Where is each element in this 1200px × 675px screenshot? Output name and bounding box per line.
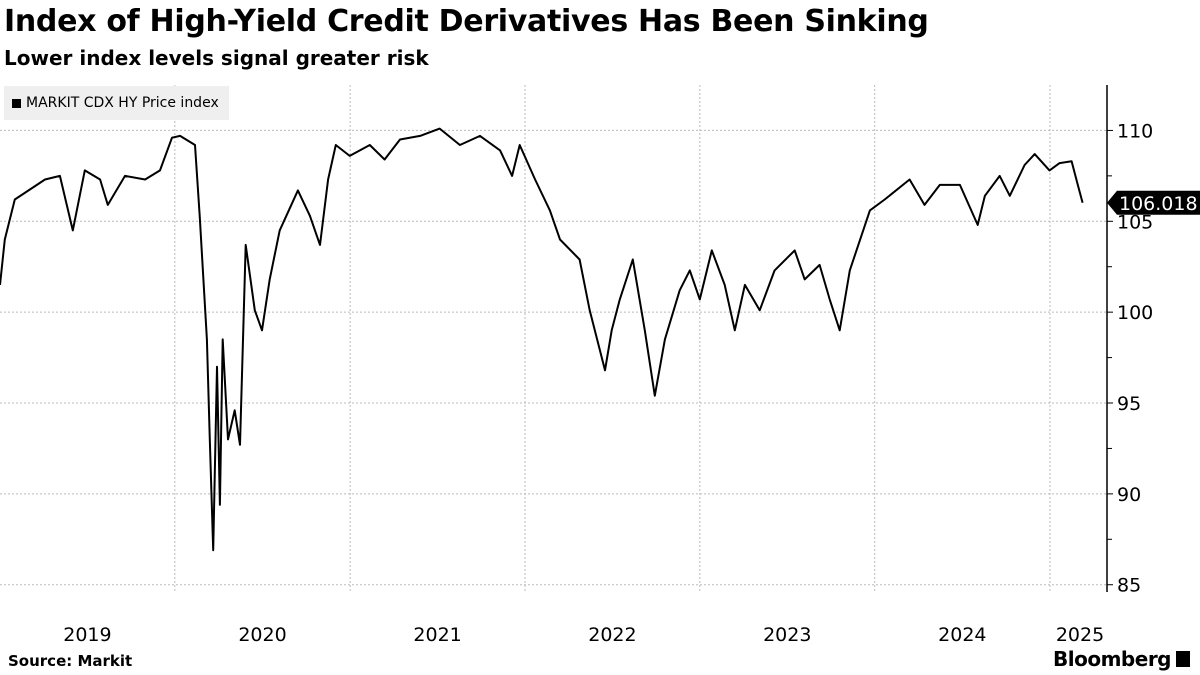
chart-subtitle: Lower index levels signal greater risk xyxy=(4,46,429,70)
y-tick-label: 100 xyxy=(1117,302,1153,324)
y-tick-label: 95 xyxy=(1117,393,1141,415)
source-note: Source: Markit xyxy=(8,652,133,670)
logo-mark-icon xyxy=(1176,651,1190,667)
x-tick-label: 2025 xyxy=(1056,624,1104,646)
legend-swatch xyxy=(12,98,21,108)
x-tick-label: 2021 xyxy=(413,624,461,646)
x-tick-label: 2022 xyxy=(588,624,636,646)
chart-title: Index of High-Yield Credit Derivatives H… xyxy=(4,4,929,39)
x-tick-label: 2024 xyxy=(938,624,986,646)
x-tick-label: 2019 xyxy=(63,624,111,646)
y-tick-label: 110 xyxy=(1117,120,1153,142)
last-value-badge xyxy=(1107,190,1200,215)
x-tick-label: 2020 xyxy=(238,624,286,646)
last-value-label: 106.018 xyxy=(1119,193,1198,215)
y-tick-label: 90 xyxy=(1117,484,1141,506)
y-tick-label: 85 xyxy=(1117,575,1141,597)
x-tick-label: 2023 xyxy=(763,624,811,646)
y-tick-label: 105 xyxy=(1117,211,1153,233)
legend-label: MARKIT CDX HY Price index xyxy=(26,95,219,111)
logo-text: Bloomberg xyxy=(1053,647,1171,671)
legend: MARKIT CDX HY Price index xyxy=(4,86,229,120)
bloomberg-logo: Bloomberg xyxy=(1053,647,1190,671)
series-line xyxy=(0,127,1084,552)
